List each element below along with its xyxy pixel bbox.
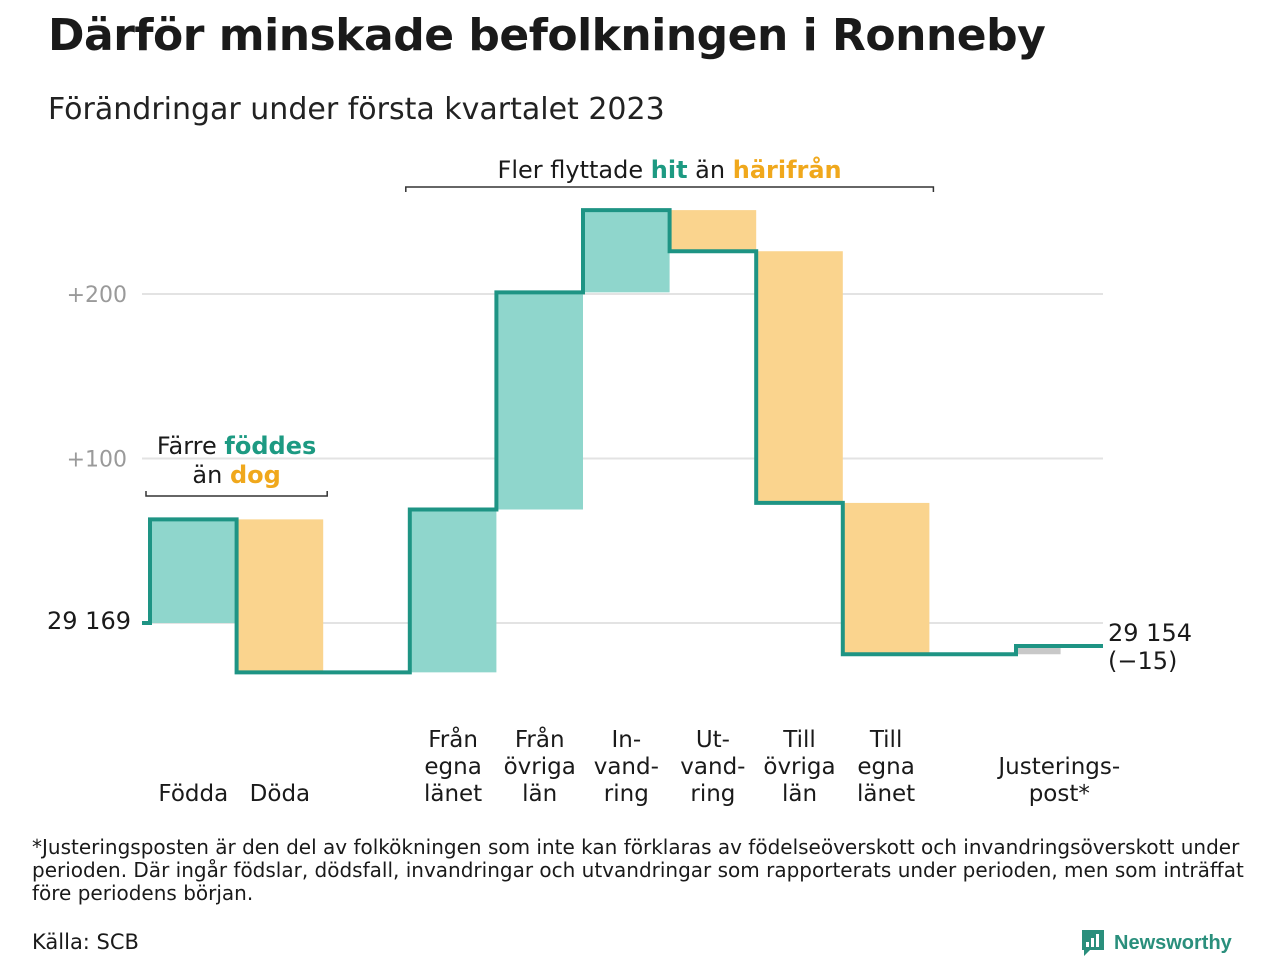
y-tick-label: +100: [67, 448, 127, 473]
bar-tillövrigalän: [756, 251, 843, 503]
category-label: vand-: [680, 754, 745, 780]
bar-frånövrigalän: [496, 292, 583, 510]
birth-group-annotation-line1: Färre föddes: [157, 432, 316, 460]
annotation-highlight-green: föddes: [224, 432, 316, 460]
category-label: Till: [782, 727, 816, 753]
category-label: Från: [428, 725, 478, 753]
newsworthy-logo-icon: [1082, 930, 1104, 956]
category-label: Till: [869, 727, 903, 753]
category-label: egna: [857, 754, 914, 780]
annotation-highlight-orange: dog: [230, 461, 281, 489]
category-label: länet: [857, 781, 915, 807]
logo-text: Newsworthy: [1114, 931, 1232, 954]
bar-invandring: [583, 210, 670, 293]
bar-tillegnalänet: [842, 502, 930, 655]
category-label: övriga: [763, 754, 835, 780]
category-label: länet: [424, 781, 482, 807]
chart-title: Därför minskade befolkningen i Ronneby: [48, 10, 1046, 61]
category-label: övriga: [504, 754, 576, 780]
category-label: ring: [690, 781, 735, 807]
bar-döda: [236, 519, 324, 673]
birth-group-annotation-line2: än dog: [192, 461, 280, 489]
bar-justeringspost: [1018, 646, 1061, 655]
category-label: län: [782, 781, 817, 807]
category-label: In-: [611, 727, 641, 753]
net-change-label: (−15): [1108, 647, 1177, 675]
waterfall-step-line: [142, 208, 1103, 675]
category-label: Från: [515, 725, 565, 753]
category-label: Döda: [250, 781, 310, 807]
footnote: *Justeringsposten är den del av folkökni…: [32, 835, 1244, 905]
migration-group-bracket: [405, 186, 935, 192]
category-label: län: [522, 781, 557, 807]
annotation-highlight-green: hit: [651, 156, 688, 184]
category-label: Ut-: [696, 727, 730, 753]
annotation-text: än: [192, 461, 230, 489]
bar-födda: [150, 519, 237, 623]
newsworthy-logo: Newsworthy: [1080, 928, 1232, 958]
annotation-text: Fler flyttade: [498, 156, 651, 184]
annotation-highlight-orange: härifrån: [733, 155, 842, 184]
annotation-text: än: [688, 156, 733, 184]
bar-utvandring: [669, 210, 757, 252]
annotation-text: Färre: [157, 432, 225, 460]
chart-subtitle: Förändringar under första kvartalet 2023: [48, 92, 665, 127]
birth-group-bracket: [145, 491, 328, 497]
bar-frånegnalänet: [409, 509, 497, 673]
category-label: ring: [604, 781, 649, 807]
start-value-label: 29 169: [47, 607, 131, 635]
category-label: vand-: [594, 754, 659, 780]
y-tick-label: +200: [67, 283, 127, 308]
category-label: post*: [1029, 781, 1090, 807]
source-note: Källa: SCB: [32, 930, 139, 954]
category-label: Justerings-: [996, 754, 1120, 780]
migration-group-annotation: Fler flyttade hit än härifrån: [498, 155, 842, 184]
category-label: egna: [424, 754, 481, 780]
category-label: Födda: [158, 781, 228, 807]
end-value-label: 29 154: [1108, 619, 1192, 647]
